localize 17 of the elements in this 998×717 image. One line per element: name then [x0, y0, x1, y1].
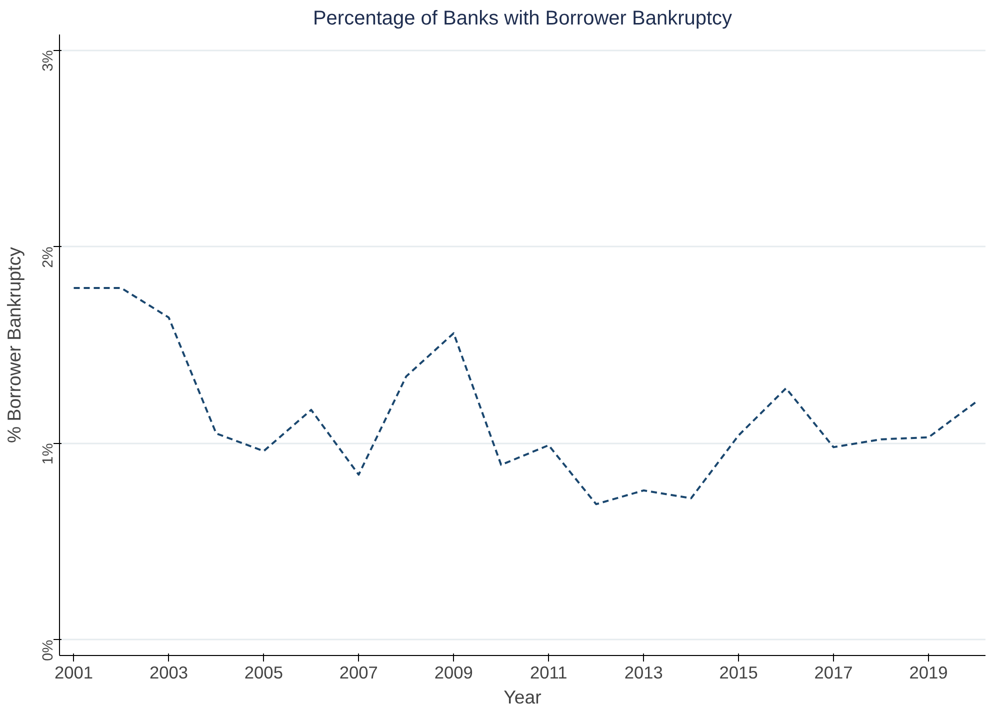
y-axis-title: % Borrower Bankruptcy: [4, 246, 24, 443]
x-tick-label: 2019: [909, 662, 948, 682]
x-tick-label: 2005: [244, 662, 283, 682]
x-tick-label: 2017: [814, 662, 853, 682]
x-tick-label: 2001: [54, 662, 94, 682]
x-tick-label: 2011: [530, 662, 568, 682]
x-tick-label: 2007: [339, 662, 378, 682]
x-tick-label: 2015: [719, 662, 758, 682]
y-tick-label: 1%: [40, 443, 56, 464]
y-tick-label: 3%: [40, 50, 56, 72]
y-tick-label: 2%: [40, 246, 56, 268]
chart-title: Percentage of Banks with Borrower Bankruptcy: [312, 8, 732, 30]
x-tick-label: 2013: [624, 662, 663, 682]
x-axis-title: Year: [504, 686, 542, 708]
y-tick-label: 0%: [40, 640, 56, 661]
x-tick-label: 2003: [149, 662, 188, 682]
x-tick-label: 2009: [434, 662, 473, 682]
